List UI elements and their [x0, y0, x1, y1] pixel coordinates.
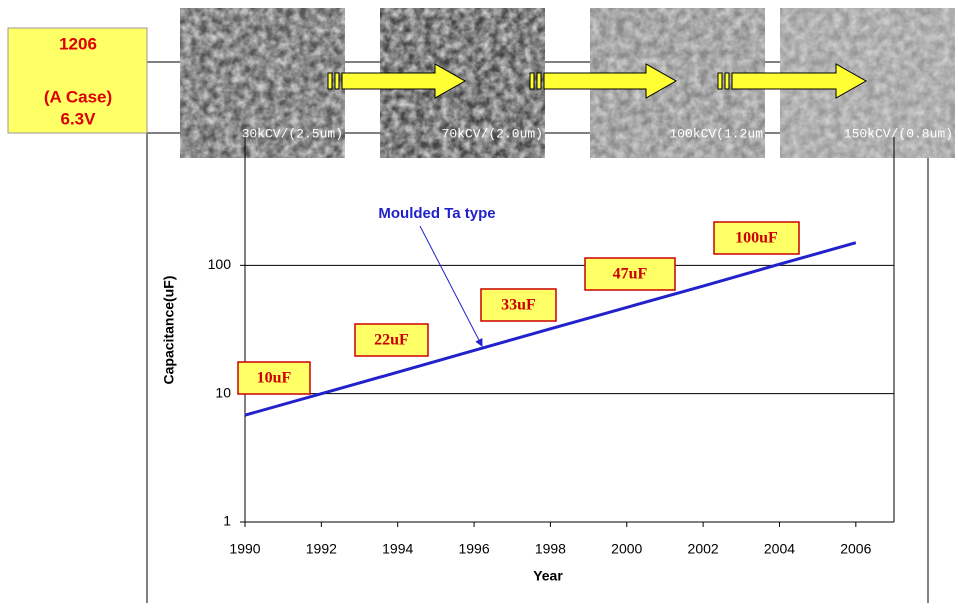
- y-tick-label: 1: [223, 513, 231, 529]
- x-tick-label: 1994: [382, 541, 413, 557]
- arrow-tick: [335, 73, 339, 89]
- x-axis-label: Year: [533, 568, 563, 584]
- annotation: 33uF: [501, 297, 536, 314]
- arrow-tick: [537, 73, 541, 89]
- image-label: 30kCV/(2.5um): [242, 126, 343, 141]
- y-tick-label: 100: [208, 256, 232, 272]
- y-tick-label: 10: [215, 384, 231, 400]
- series-pointer: [420, 226, 482, 346]
- x-tick-label: 2006: [840, 541, 871, 557]
- x-tick-label: 1998: [535, 541, 566, 557]
- x-tick-label: 1990: [229, 541, 260, 557]
- y-axis-label: Capacitance(uF): [161, 276, 177, 385]
- arrow-tick: [725, 73, 729, 89]
- x-tick-label: 2002: [688, 541, 719, 557]
- annotation: 47uF: [613, 266, 648, 283]
- x-tick-label: 1996: [458, 541, 489, 557]
- x-tick-label: 2004: [764, 541, 795, 557]
- x-tick-label: 1992: [306, 541, 337, 557]
- annotation: 100uF: [735, 230, 778, 247]
- arrow-tick: [530, 73, 534, 89]
- image-label: 150kCV/(0.8um): [844, 126, 953, 141]
- series-label: Moulded Ta type: [378, 205, 495, 222]
- annotation: 22uF: [374, 332, 409, 349]
- x-tick-label: 2000: [611, 541, 642, 557]
- case-label: 6.3V: [61, 109, 97, 128]
- series-line: [245, 243, 856, 415]
- chart: 1206 (A Case) 6.3V 30kCV/(2.5um) 70kCV/(2.0u…: [0, 0, 958, 603]
- image-label: 100kCV(1.2um: [669, 126, 763, 141]
- image-label: 70kCV/(2.0um): [442, 126, 543, 141]
- case-label: (A Case): [44, 87, 112, 106]
- arrow-tick: [718, 73, 722, 89]
- case-label: 1206: [59, 34, 97, 53]
- annotation: 10uF: [257, 370, 292, 387]
- arrow-tick: [328, 73, 332, 89]
